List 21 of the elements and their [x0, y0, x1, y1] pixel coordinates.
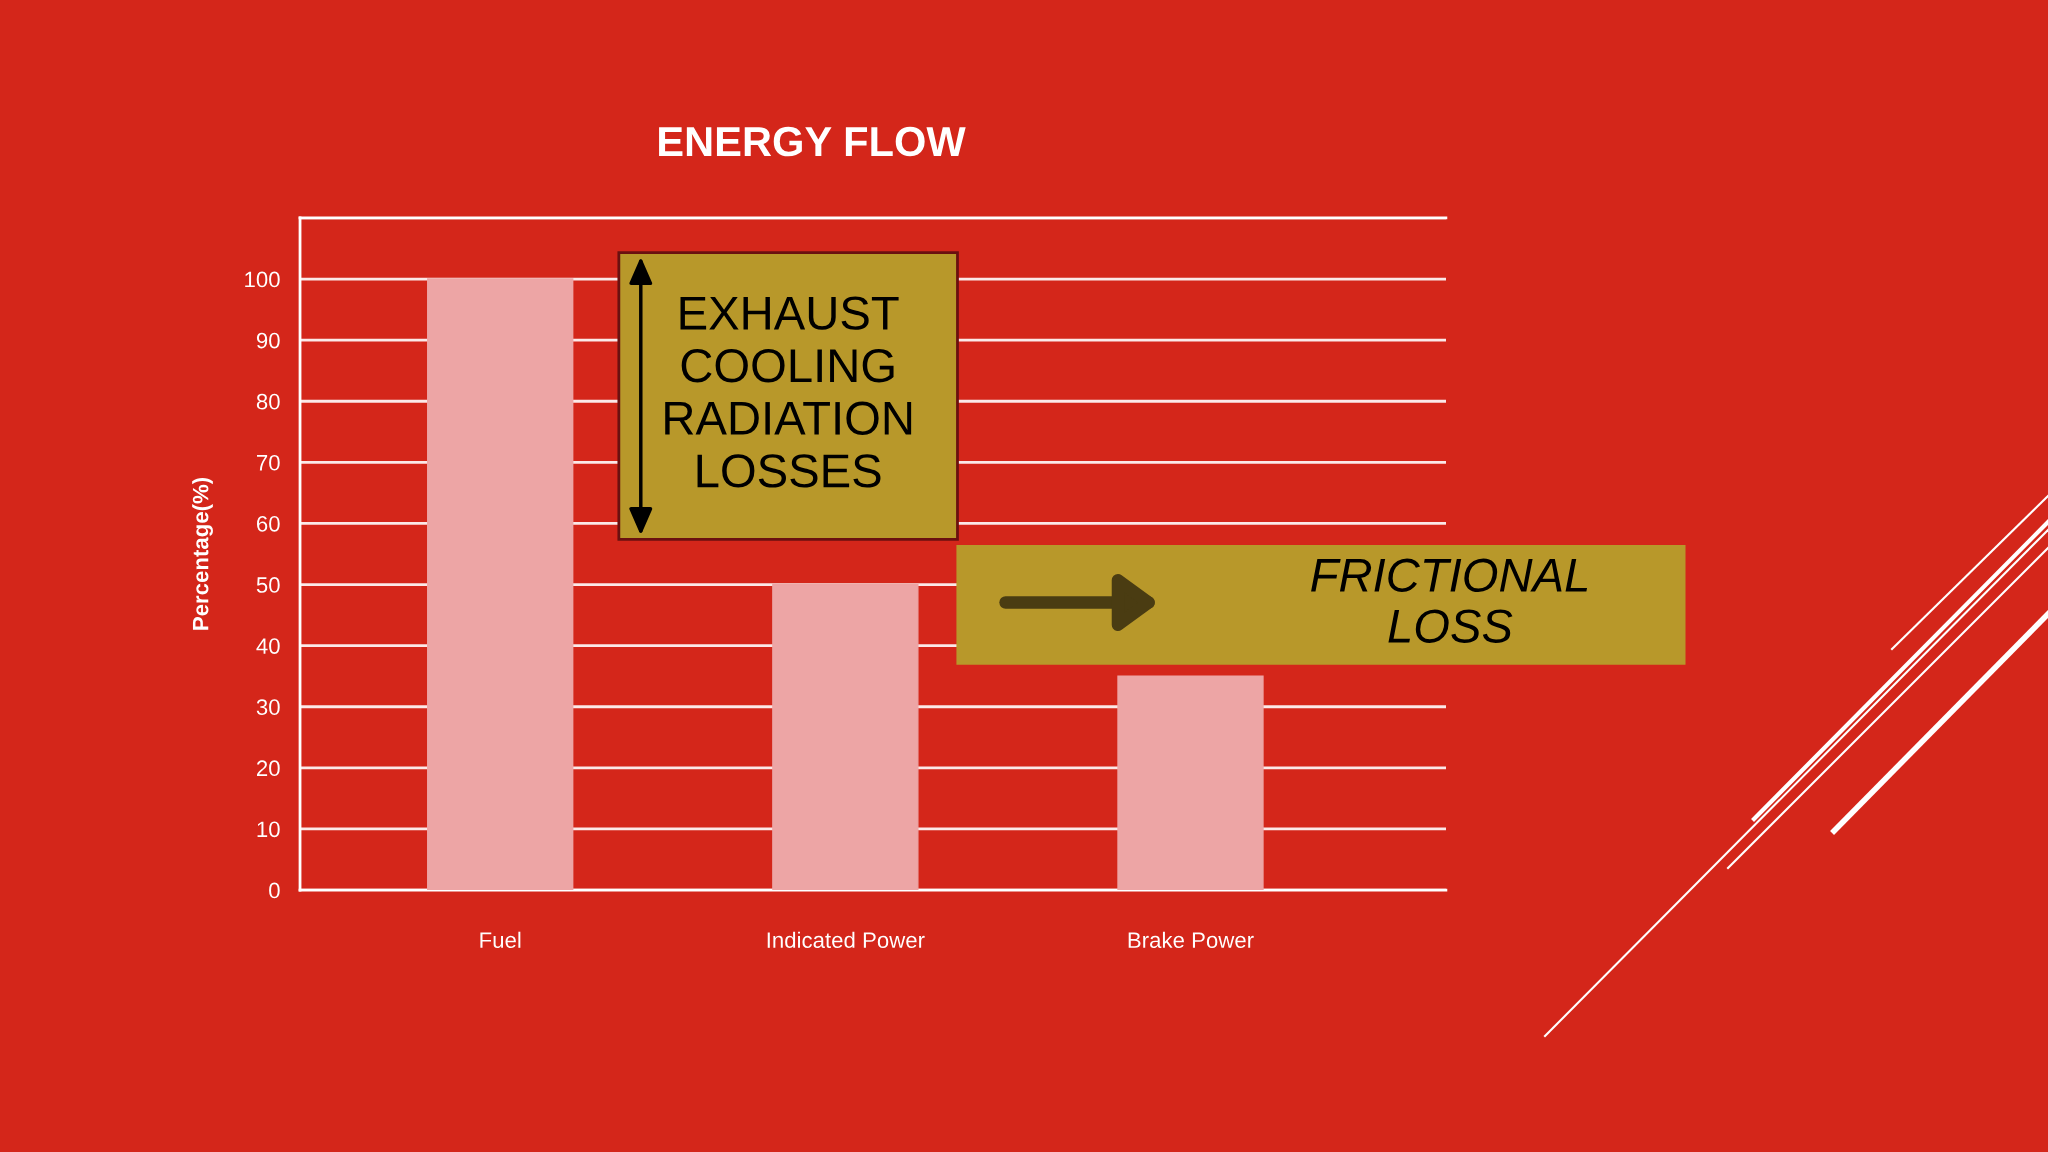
- bar: [1117, 675, 1264, 891]
- y-tick-label: 0: [269, 882, 280, 899]
- bar: [427, 278, 574, 891]
- y-tick-label: 80: [256, 393, 280, 410]
- y-tick-label: 90: [256, 332, 280, 349]
- y-tick-label: 50: [256, 577, 280, 593]
- y-tick-label: 60: [257, 515, 280, 532]
- y-axis-title: Percentage(%): [192, 477, 213, 630]
- chart-title: ENERGY FLOW: [659, 126, 966, 157]
- y-tick-label: 30: [256, 699, 280, 716]
- x-tick-label: Indicated Power: [767, 931, 925, 949]
- y-tick-label: 70: [257, 454, 280, 471]
- bar: [772, 583, 919, 891]
- annotation: EXHAUST COOLING RADIATION LOSSES: [665, 296, 912, 488]
- y-tick-label: 40: [256, 638, 280, 654]
- x-tick-label: Brake Power: [1128, 931, 1254, 949]
- annotation: FRICTIONAL LOSS: [1311, 558, 1588, 643]
- x-tick-label: Fuel: [480, 931, 521, 949]
- y-tick-label: 100: [245, 271, 280, 288]
- y-tick-label: 10: [257, 821, 280, 838]
- y-tick-label: 20: [256, 760, 280, 777]
